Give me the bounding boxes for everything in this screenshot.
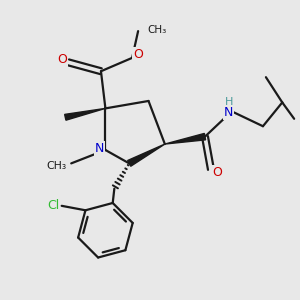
Text: N: N bbox=[224, 106, 233, 119]
Text: O: O bbox=[57, 53, 67, 66]
Text: N: N bbox=[95, 142, 104, 155]
Text: H: H bbox=[225, 97, 233, 107]
Polygon shape bbox=[128, 144, 165, 166]
Text: CH₃: CH₃ bbox=[147, 25, 166, 34]
Polygon shape bbox=[64, 108, 105, 120]
Text: O: O bbox=[212, 167, 222, 179]
Text: O: O bbox=[133, 48, 143, 61]
Text: Cl: Cl bbox=[47, 199, 59, 212]
Polygon shape bbox=[165, 134, 206, 144]
Text: CH₃: CH₃ bbox=[46, 161, 66, 171]
